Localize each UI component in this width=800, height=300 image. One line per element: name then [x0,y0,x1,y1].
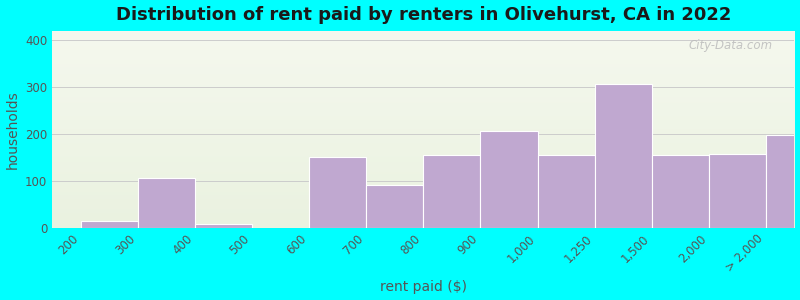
Bar [423,155,481,228]
Bar [709,154,766,228]
Text: City-Data.com: City-Data.com [688,38,772,52]
Bar [538,155,594,228]
Y-axis label: households: households [6,90,19,169]
Bar [366,185,423,228]
Bar [81,220,138,228]
X-axis label: rent paid ($): rent paid ($) [380,280,467,294]
Bar [481,131,538,228]
Bar [138,178,195,228]
Bar [594,84,652,228]
Title: Distribution of rent paid by renters in Olivehurst, CA in 2022: Distribution of rent paid by renters in … [116,6,731,24]
Bar [766,135,800,228]
Bar [309,157,366,228]
Bar [652,155,709,228]
Bar [195,224,252,228]
